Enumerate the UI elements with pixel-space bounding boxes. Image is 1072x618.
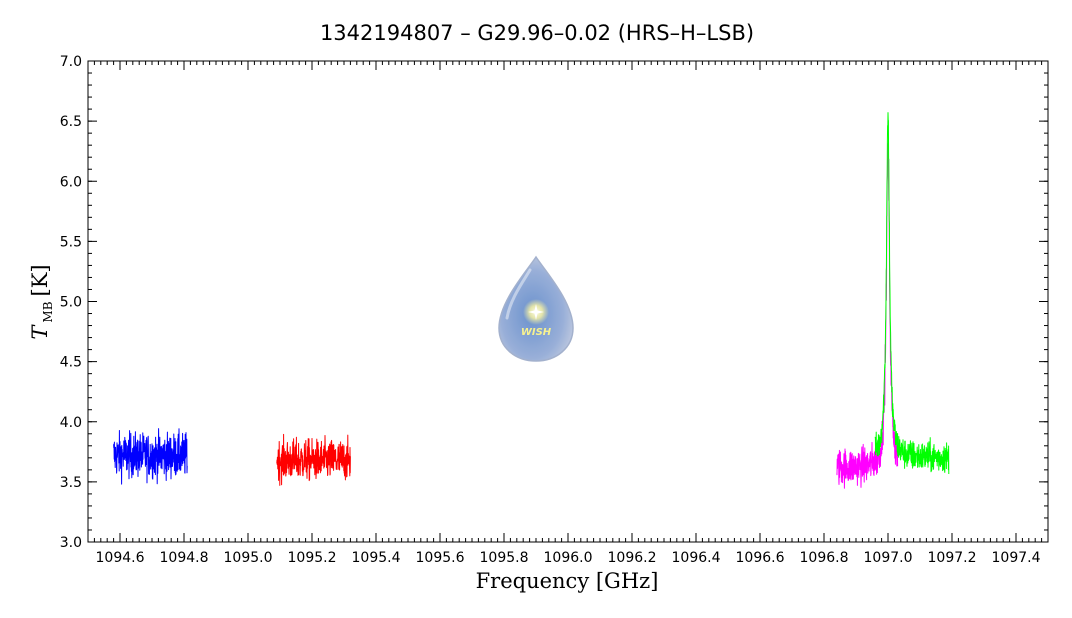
axes-layer: 1094.6 1094.8 1095.0 1095.2 1095.4 1095.6 1095… <box>60 54 1049 566</box>
x-tick-label: 1096.0 <box>544 550 593 566</box>
series-line-4 <box>874 112 950 474</box>
y-tick-label: 3.5 <box>60 475 82 491</box>
y-tick-label: 7.0 <box>60 54 82 70</box>
series-line-2 <box>276 433 351 486</box>
x-tick-label: 1094.8 <box>160 550 209 566</box>
wish-logo: WISH <box>498 255 574 362</box>
x-tick-label: 1097.0 <box>864 550 913 566</box>
y-axis-label-symbol: T <box>28 324 52 340</box>
y-tick-label: 6.5 <box>60 114 82 130</box>
x-tick-label: 1095.0 <box>224 550 273 566</box>
x-tick-label: 1094.6 <box>96 550 145 566</box>
x-tick-label: 1095.4 <box>352 550 401 566</box>
y-tick-label: 3.0 <box>60 535 82 551</box>
x-tick-label: 1096.8 <box>800 550 849 566</box>
plot-frame <box>87 60 1049 543</box>
series-line-3 <box>836 139 899 489</box>
y-tick-label: 4.5 <box>60 355 82 371</box>
x-tick-label: 1096.6 <box>736 550 785 566</box>
x-axis-label: Frequency [GHz] <box>476 569 659 593</box>
y-tick-label: 5.0 <box>60 295 82 311</box>
x-tick-label: 1097.2 <box>928 550 977 566</box>
y-axis-label: T MB [K] <box>28 264 55 339</box>
svg-text:TMB[K]: T MB [K] <box>28 264 55 339</box>
y-tick-label: 5.5 <box>60 234 82 250</box>
x-tick-label: 1096.2 <box>608 550 657 566</box>
y-tick-label: 4.0 <box>60 415 82 431</box>
y-axis-label-subscript: MB <box>41 301 55 322</box>
star-icon <box>528 304 544 320</box>
y-tick-label: 6.0 <box>60 174 82 190</box>
x-tick-label: 1095.6 <box>416 550 465 566</box>
logo-text: WISH <box>521 327 552 338</box>
y-axis-label-unit: [K] <box>28 264 52 296</box>
series-line-1 <box>113 428 188 485</box>
chart-title: 1342194807 – G29.96–0.02 (HRS–H–LSB) <box>320 21 754 45</box>
series-layer <box>113 112 950 489</box>
x-tick-label: 1095.8 <box>480 550 529 566</box>
x-tick-label: 1096.4 <box>672 550 721 566</box>
x-tick-label: 1095.2 <box>288 550 337 566</box>
x-tick-label: 1097.4 <box>992 550 1041 566</box>
